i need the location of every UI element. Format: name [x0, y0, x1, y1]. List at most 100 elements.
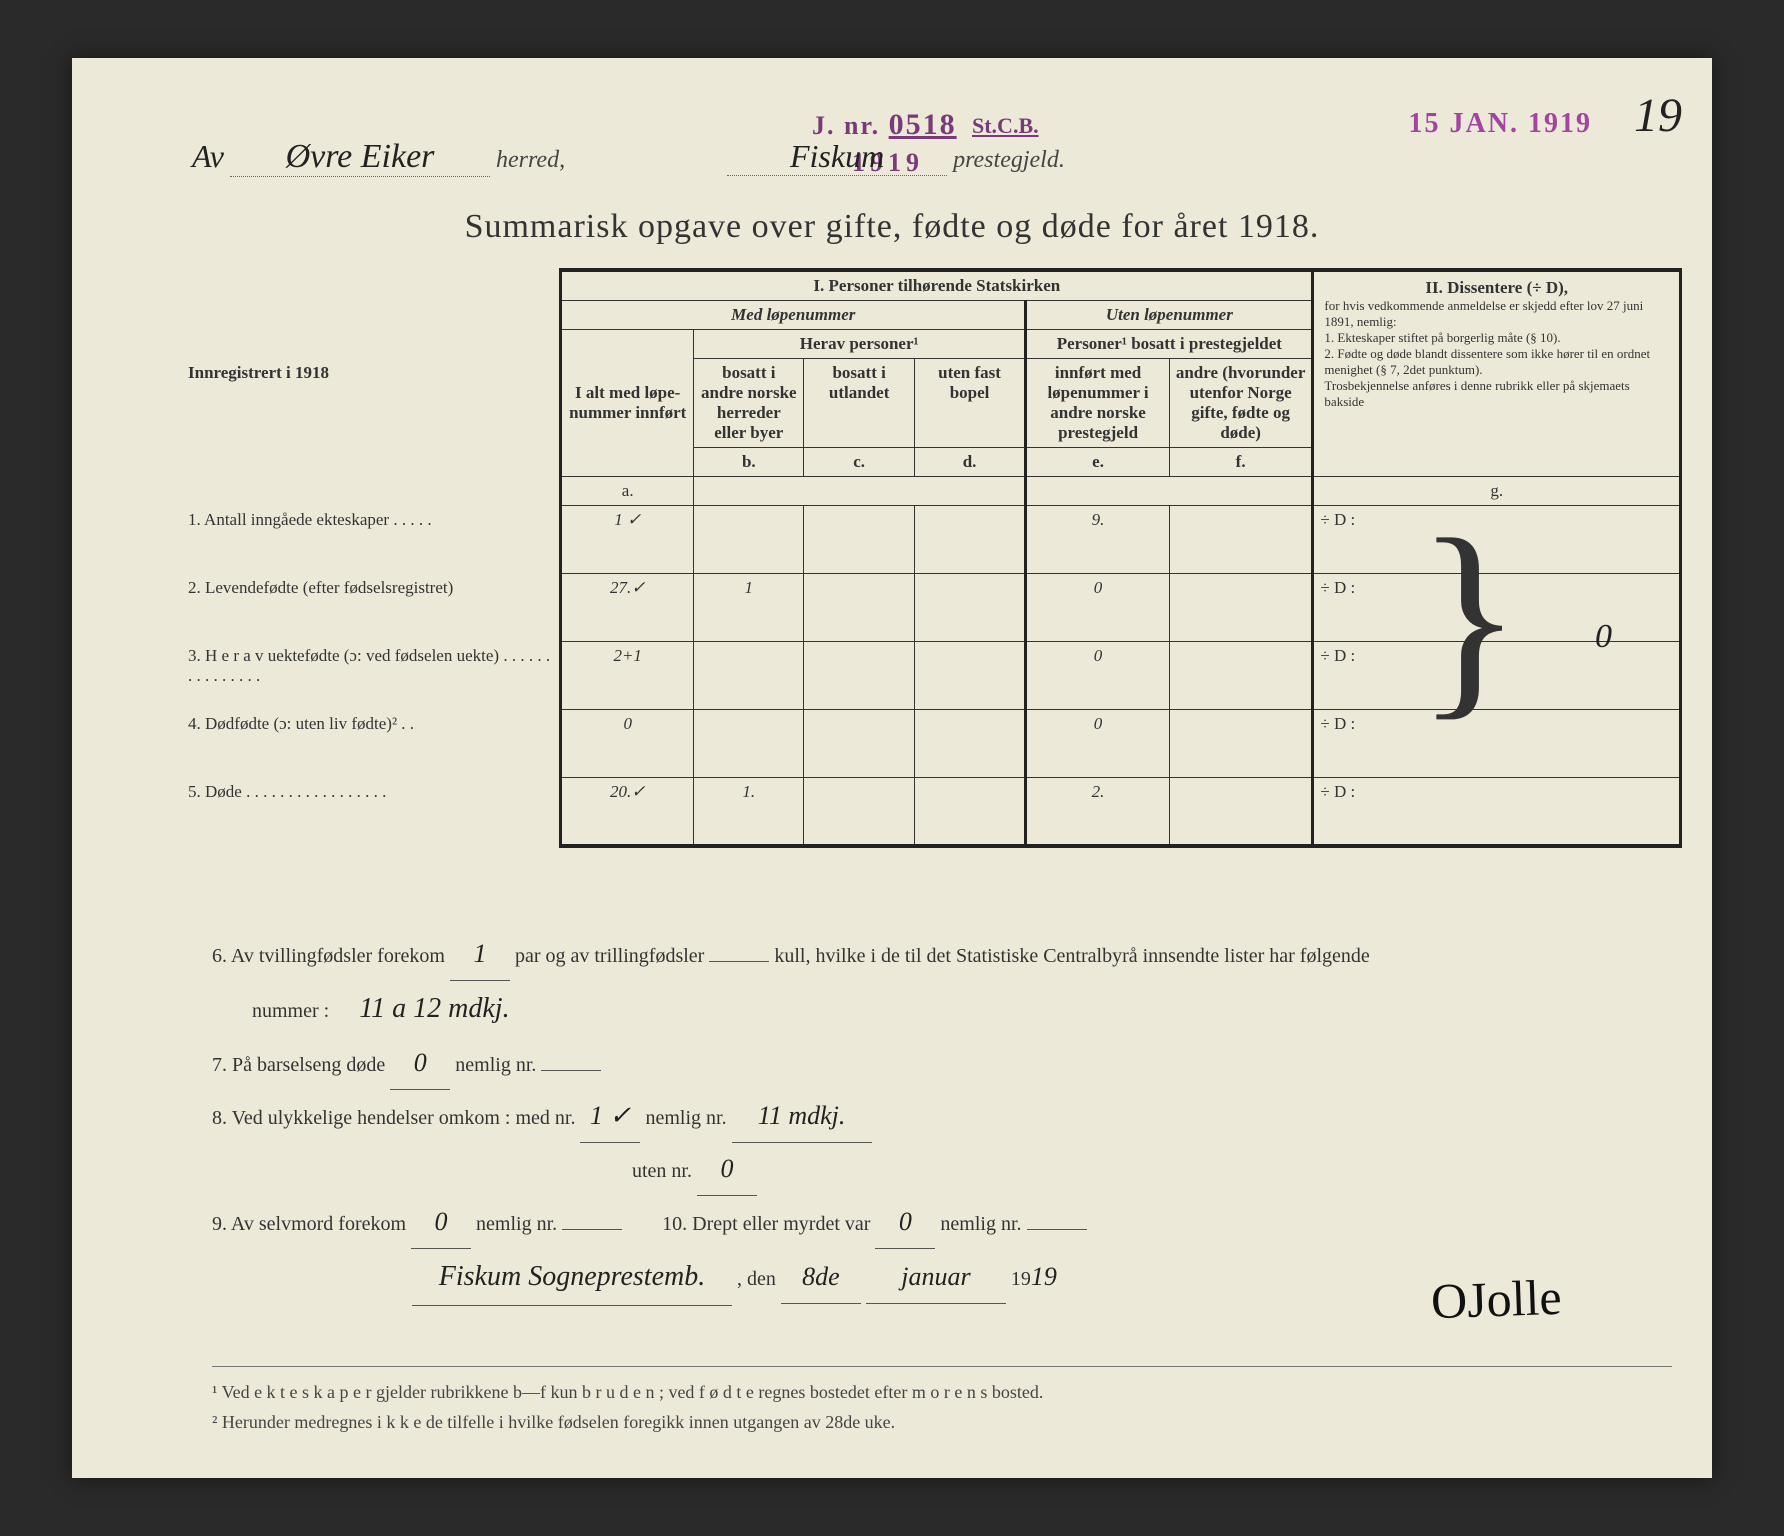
med-lopenummer: Med løpenummer	[561, 301, 1026, 330]
cell-g: ÷ D :	[1313, 778, 1681, 846]
letter-d: d.	[914, 448, 1025, 477]
header-prefix: Av	[192, 138, 224, 174]
letter-f: f.	[1169, 448, 1313, 477]
col-innregistrert: Innregistrert i 1918	[182, 270, 561, 477]
section1-header: I. Personer tilhørende Statskirken	[561, 270, 1313, 301]
date-day: 8de	[781, 1251, 861, 1304]
q8-text: 8. Ved ulykkelige hendelser omkom : med …	[212, 1107, 575, 1129]
cell-f	[1169, 574, 1313, 642]
q7: 7. På barselseng døde 0 nemlig nr.	[212, 1037, 1672, 1090]
cell-b	[694, 710, 804, 778]
cell-b	[694, 506, 804, 574]
cell-c	[804, 574, 914, 642]
row-label: 3. H e r a v uektefødte (ɔ: ved fødselen…	[182, 642, 561, 710]
q8-text-b: nemlig nr.	[645, 1107, 726, 1129]
q6: 6. Av tvillingfødsler forekom 1 par og a…	[212, 928, 1672, 981]
cell-f	[1169, 506, 1313, 574]
prestegjeld-value: Fiskum	[727, 138, 947, 176]
q6-text-a: 6. Av tvillingfødsler forekom	[212, 945, 445, 967]
table-row: 5. Døde . . . . . . . . . . . . . . . . …	[182, 778, 1681, 846]
q8-line2: uten nr. 0	[212, 1143, 1672, 1196]
cell-c	[804, 642, 914, 710]
page-number: 19	[1634, 88, 1682, 143]
cell-a: 0	[561, 710, 694, 778]
stamp-journal-label: J. nr. 0518	[812, 108, 957, 142]
uten-lopenummer: Uten løpenummer	[1026, 301, 1313, 330]
letter-c: c.	[804, 448, 914, 477]
date-year-suffix: 19	[1031, 1262, 1057, 1291]
row-label: 5. Døde . . . . . . . . . . . . . . . . …	[182, 778, 561, 846]
place-value: Fiskum Sogneprestemb.	[412, 1249, 732, 1306]
brace-value: 0	[1595, 618, 1612, 656]
section2-body: for hvis vedkommende anmeldelse er skjed…	[1324, 298, 1669, 410]
q6-trip-value	[709, 961, 769, 962]
q10-value: 0	[875, 1196, 935, 1249]
herred-label: herred,	[496, 147, 565, 173]
row-label: 1. Antall inngåede ekteskaper . . . . .	[182, 506, 561, 574]
stamp-received-date: 15 JAN. 1919	[1409, 108, 1592, 140]
cell-d	[914, 506, 1025, 574]
cell-e: 9.	[1026, 506, 1170, 574]
col-d-header: uten fast bopel	[914, 359, 1025, 448]
cell-b	[694, 642, 804, 710]
q6-line2: nummer : 11 a 12 mdkj.	[212, 981, 1672, 1037]
cell-e: 0	[1026, 574, 1170, 642]
brace-icon: }	[1416, 528, 1522, 704]
cell-c	[804, 506, 914, 574]
q6-numbers: 11 a 12 mdkj.	[359, 993, 509, 1024]
cell-a: 2+1	[561, 642, 694, 710]
q10-text-b: nemlig nr.	[940, 1213, 1021, 1235]
cell-b: 1	[694, 574, 804, 642]
stamp-stcb: St.C.B.	[972, 113, 1039, 139]
col-e-header: innført med løpenummer i andre norske pr…	[1026, 359, 1170, 448]
q6-twin-value: 1	[450, 928, 510, 981]
q9-text: 9. Av selvmord forekom	[212, 1213, 406, 1235]
q7-text: 7. På barselseng døde	[212, 1054, 385, 1076]
letter-b: b.	[694, 448, 804, 477]
jnr-value: 0518	[889, 108, 957, 141]
cell-b: 1.	[694, 778, 804, 846]
den-label: , den	[737, 1268, 776, 1290]
q8-uten-value: 0	[697, 1143, 757, 1196]
section2-title: II. Dissentere (÷ D),	[1324, 278, 1669, 298]
jnr-label: J. nr.	[812, 111, 880, 140]
col-a-header: I alt med løpe­nummer innført	[561, 330, 694, 477]
document-page: 19 J. nr. 0518 St.C.B. 1919 15 JAN. 1919…	[72, 58, 1712, 1478]
footnote-1: ¹ Ved e k t e s k a p e r gjelder rubrik…	[212, 1377, 1672, 1408]
q8-text-c: uten nr.	[632, 1160, 692, 1182]
q7-text-b: nemlig nr.	[455, 1054, 536, 1076]
cell-a: 20.✓	[561, 778, 694, 846]
cell-c	[804, 710, 914, 778]
cell-f	[1169, 642, 1313, 710]
cell-c	[804, 778, 914, 846]
q9-value: 0	[411, 1196, 471, 1249]
cell-f	[1169, 710, 1313, 778]
q8-med-value: 1 ✓	[580, 1090, 640, 1143]
cell-a: 27.✓	[561, 574, 694, 642]
date-year-prefix: 19	[1011, 1268, 1031, 1290]
q9-text-b: nemlig nr.	[476, 1213, 557, 1235]
q8-name: 11 mdkj.	[732, 1090, 872, 1143]
personer-bosatt: Personer¹ bosatt i prestegjeldet	[1026, 330, 1313, 359]
cell-d	[914, 778, 1025, 846]
header-line: Av Øvre Eiker herred, Fiskum prestegjeld…	[192, 138, 1592, 177]
date-month: januar	[866, 1251, 1006, 1304]
letter-a: a.	[561, 477, 694, 506]
document-title: Summarisk opgave over gifte, fødte og dø…	[72, 208, 1712, 246]
cell-e: 0	[1026, 642, 1170, 710]
col-c-header: bosatt i utlandet	[804, 359, 914, 448]
q6-text-d: nummer :	[252, 1000, 329, 1022]
footnotes: ¹ Ved e k t e s k a p e r gjelder rubrik…	[212, 1366, 1672, 1438]
herred-value: Øvre Eiker	[230, 138, 490, 177]
cell-e: 2.	[1026, 778, 1170, 846]
q8: 8. Ved ulykkelige hendelser omkom : med …	[212, 1090, 1672, 1143]
prestegjeld-label: prestegjeld.	[953, 147, 1065, 173]
col-b-header: bosatt i andre norske herreder eller bye…	[694, 359, 804, 448]
cell-d	[914, 710, 1025, 778]
col-f-header: andre (hvorunder utenfor Norge gifte, fø…	[1169, 359, 1313, 448]
cell-a: 1 ✓	[561, 506, 694, 574]
section2-header: II. Dissentere (÷ D), for hvis vedkommen…	[1313, 270, 1681, 477]
cell-d	[914, 642, 1025, 710]
q7-value: 0	[390, 1037, 450, 1090]
cell-d	[914, 574, 1025, 642]
